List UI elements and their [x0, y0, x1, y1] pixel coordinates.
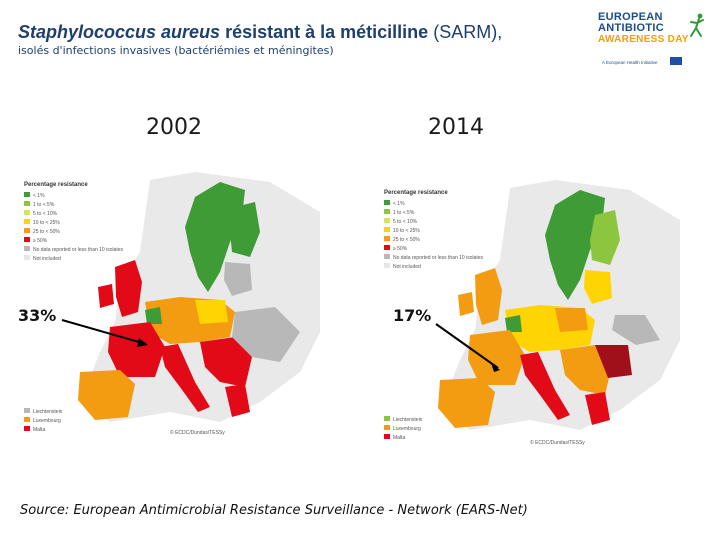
svg-text:Luxembourg: Luxembourg: [33, 418, 61, 424]
page-subtitle: isolés d'infections invasives (bactériém…: [18, 44, 334, 57]
map-2014: Percentage resistance < 1% 1 to < 5% 5 t…: [380, 180, 680, 452]
region-baltics: [224, 262, 252, 296]
region-poland: [195, 300, 228, 324]
title-species: Staphylococcus aureus: [18, 22, 221, 42]
region-benelux: [145, 307, 162, 324]
svg-text:Malta: Malta: [393, 435, 405, 441]
region-baltics: [584, 270, 612, 304]
svg-text:< 1%: < 1%: [393, 201, 405, 207]
svg-text:25 to < 50%: 25 to < 50%: [393, 237, 420, 243]
region-iberia: [438, 378, 495, 428]
svg-text:25 to < 50%: 25 to < 50%: [33, 229, 60, 235]
svg-text:10 to < 25%: 10 to < 25%: [393, 228, 420, 234]
svg-text:≥ 50%: ≥ 50%: [393, 246, 408, 252]
region-balkans: [560, 345, 612, 395]
svg-text:10 to < 25%: 10 to < 25%: [33, 220, 60, 226]
svg-text:1 to < 5%: 1 to < 5%: [33, 202, 55, 208]
region-scandinavia: [185, 182, 245, 292]
page-title: Staphylococcus aureus résistant à la mét…: [18, 22, 502, 43]
svg-text:Luxembourg: Luxembourg: [393, 426, 421, 432]
arrow-head-2014: [491, 363, 500, 372]
legend-title: Percentage resistance: [24, 182, 88, 188]
percentage-2002: 33%: [18, 306, 57, 325]
region-east: [612, 315, 660, 345]
region-uk: [115, 260, 142, 317]
source-citation: Source: European Antimicrobial Resistanc…: [20, 503, 528, 518]
region-balkans: [200, 337, 252, 387]
microstates-2014: Liechtenstein Luxembourg Malta: [384, 416, 423, 441]
region-scandinavia: [545, 190, 605, 300]
legend-2014: < 1% 1 to < 5% 5 to < 10% 10 to < 25% 25…: [384, 200, 484, 270]
region-greece: [225, 384, 250, 417]
legend-2002: < 1% 1 to < 5% 5 to < 10% 10 to < 25% 25…: [24, 192, 124, 262]
percentage-2014: 17%: [393, 306, 432, 325]
svg-text:Liechtenstein: Liechtenstein: [33, 409, 63, 415]
title-resistance: résistant à la méticilline: [225, 22, 429, 42]
svg-text:Malta: Malta: [33, 427, 45, 433]
svg-text:5 to < 10%: 5 to < 10%: [33, 211, 58, 217]
svg-text:Liechtenstein: Liechtenstein: [393, 417, 423, 423]
svg-text:1 to < 5%: 1 to < 5%: [393, 210, 415, 216]
svg-text:Not included: Not included: [393, 264, 421, 270]
logo-line-1: EUROPEAN: [598, 11, 663, 23]
arrow-head-2002: [137, 338, 148, 347]
region-finland: [590, 210, 620, 265]
svg-text:No data reported or less than: No data reported or less than 10 isolate…: [393, 255, 484, 261]
region-ireland: [98, 284, 114, 308]
region-romania: [595, 345, 632, 378]
year-label-2002: 2002: [146, 115, 202, 140]
region-greece: [585, 392, 610, 425]
region-uk: [475, 268, 502, 325]
svg-text:< 1%: < 1%: [33, 193, 45, 199]
microstates-2002: Liechtenstein Luxembourg Malta: [24, 408, 63, 433]
year-label-2014: 2014: [428, 115, 484, 140]
logo-figure-icon: [690, 13, 704, 37]
region-benelux: [505, 315, 522, 332]
legend-title: Percentage resistance: [384, 190, 448, 196]
copyright-2014: © ECDC/Dundas/TESSy: [530, 439, 585, 446]
logo-line-2: ANTIBIOTIC: [598, 22, 664, 34]
arrow-2014: [435, 323, 499, 369]
arrow-2002: [61, 319, 147, 345]
logo-line-3: AWARENESS DAY: [598, 34, 689, 45]
svg-text:5 to < 10%: 5 to < 10%: [393, 219, 418, 225]
region-france: [108, 322, 165, 377]
region-poland: [555, 308, 588, 332]
region-italy: [520, 352, 570, 420]
region-ireland: [458, 292, 474, 316]
svg-text:No data reported or less than: No data reported or less than 10 isolate…: [33, 247, 124, 253]
region-italy: [160, 344, 210, 412]
logo-tagline: A European Health Initiative: [602, 60, 658, 65]
map-2002: Percentage resistance < 1% 1 to < 5% 5 t…: [20, 172, 320, 444]
copyright-2002: © ECDC/Dundas/TESSy: [170, 429, 225, 436]
eu-flag-icon: [670, 57, 682, 65]
title-abbrev: (SARM),: [433, 22, 503, 42]
eaad-logo: EUROPEAN ANTIBIOTIC AWARENESS DAY A Euro…: [598, 12, 710, 72]
region-iberia: [78, 370, 135, 420]
svg-text:Not included: Not included: [33, 256, 61, 262]
svg-text:≥ 50%: ≥ 50%: [33, 238, 48, 244]
region-east: [232, 307, 300, 362]
region-finland: [230, 202, 260, 257]
region-france: [468, 330, 525, 385]
